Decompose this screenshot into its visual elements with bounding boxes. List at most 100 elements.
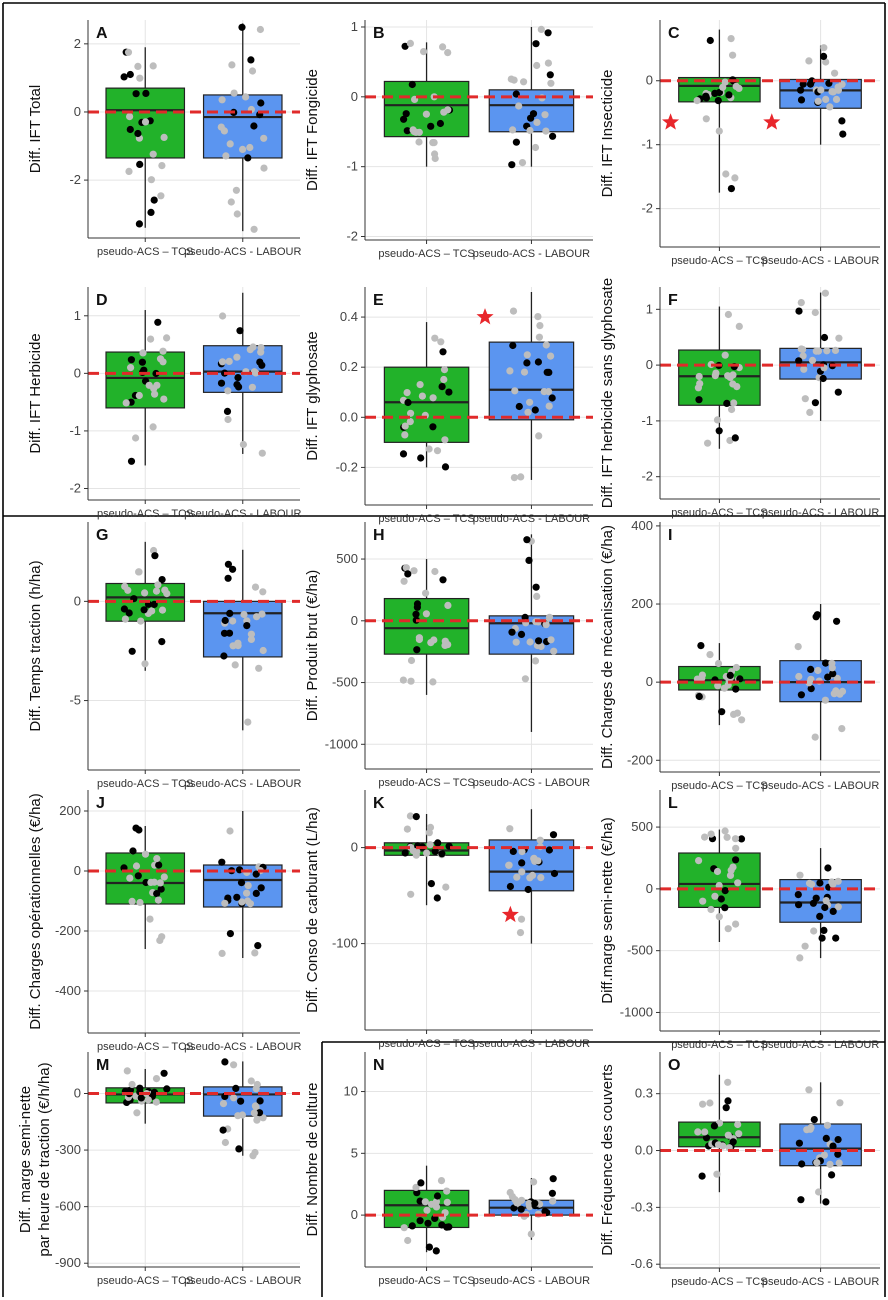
data-point <box>227 198 235 206</box>
data-point <box>714 1141 723 1149</box>
data-point <box>829 1142 837 1150</box>
data-point <box>412 1183 420 1191</box>
data-point <box>239 440 247 449</box>
data-point <box>527 1230 535 1238</box>
data-point <box>425 445 433 453</box>
data-point <box>251 1148 259 1157</box>
data-point <box>532 583 540 591</box>
data-point <box>508 1193 516 1201</box>
data-point <box>707 830 715 838</box>
data-point <box>523 359 531 367</box>
y-axis-title: Diff. IFT glyphosate <box>304 331 321 461</box>
data-point <box>729 380 737 388</box>
data-point <box>123 1067 131 1075</box>
data-point <box>125 167 133 175</box>
data-point <box>427 880 435 888</box>
data-point <box>254 942 262 950</box>
data-point <box>141 660 149 668</box>
data-point <box>257 99 265 107</box>
data-point <box>256 25 264 34</box>
data-point <box>224 560 232 568</box>
data-point <box>721 351 729 359</box>
data-point <box>701 833 709 841</box>
data-point <box>509 341 517 350</box>
x-tick-label: pseudo-ACS - LABOUR <box>473 1275 590 1287</box>
data-point <box>834 388 842 396</box>
data-point <box>727 866 735 874</box>
data-point <box>425 1243 433 1251</box>
data-point <box>416 1217 424 1225</box>
data-point <box>806 408 814 416</box>
data-point <box>810 927 818 935</box>
y-tick-label: -1000 <box>325 736 358 751</box>
data-point <box>714 97 722 105</box>
data-point <box>259 1114 267 1122</box>
data-point <box>715 881 723 890</box>
data-point <box>731 434 739 442</box>
data-point <box>440 108 448 116</box>
data-point <box>158 606 167 614</box>
data-point <box>443 1187 451 1195</box>
x-tick-label: pseudo-ACS - LABOUR <box>762 1039 879 1051</box>
panel-label: C <box>668 25 680 42</box>
data-point <box>423 849 431 857</box>
data-point <box>509 307 518 315</box>
data-point <box>834 1150 842 1158</box>
data-point <box>226 827 234 835</box>
data-point <box>810 1116 818 1124</box>
data-point <box>729 51 737 59</box>
data-point <box>128 897 136 906</box>
data-point <box>220 127 228 135</box>
data-point <box>822 659 830 667</box>
data-point <box>129 847 137 855</box>
data-point <box>714 659 723 668</box>
y-axis-title-line: Diff. IFT Insecticide <box>599 70 616 198</box>
data-point <box>829 670 837 678</box>
y-tick-label: -100 <box>332 936 358 951</box>
data-point <box>699 1100 707 1108</box>
data-point <box>141 118 150 126</box>
data-point <box>406 418 414 426</box>
box-labour <box>202 600 283 658</box>
data-point <box>732 856 740 864</box>
data-point <box>524 408 532 416</box>
data-point <box>517 915 526 923</box>
data-point <box>534 857 542 865</box>
data-point <box>234 642 242 650</box>
data-point <box>797 691 806 699</box>
y-tick-label: 400 <box>631 518 653 533</box>
data-point <box>823 1121 832 1129</box>
data-point <box>531 657 540 665</box>
data-point <box>822 95 830 103</box>
data-point <box>724 925 732 933</box>
data-point <box>695 857 703 865</box>
data-point <box>152 1075 161 1083</box>
x-tick-label: pseudo-ACS - LABOUR <box>473 248 590 260</box>
data-point <box>439 43 447 51</box>
data-point <box>517 1205 525 1213</box>
data-point <box>820 44 828 52</box>
data-point <box>126 125 134 134</box>
y-axis-title-line: par heure de traction (€/h/ha) <box>36 1062 53 1256</box>
data-point <box>518 159 527 167</box>
data-point <box>126 70 134 79</box>
data-point <box>722 170 730 178</box>
data-point <box>236 327 244 335</box>
panel-label: D <box>96 292 108 309</box>
data-point <box>145 381 153 389</box>
y-tick-label: -2 <box>69 172 81 187</box>
data-point <box>800 365 808 373</box>
data-point <box>443 1198 451 1206</box>
data-point <box>220 629 229 637</box>
data-point <box>537 874 545 882</box>
data-point <box>518 859 526 867</box>
data-point <box>246 143 254 152</box>
y-tick-label: 0 <box>74 104 81 119</box>
data-point <box>432 1247 440 1255</box>
data-point <box>838 725 846 733</box>
data-point <box>160 395 168 403</box>
y-axis-title: Diff. IFT herbicide sans glyphosate <box>599 278 616 508</box>
